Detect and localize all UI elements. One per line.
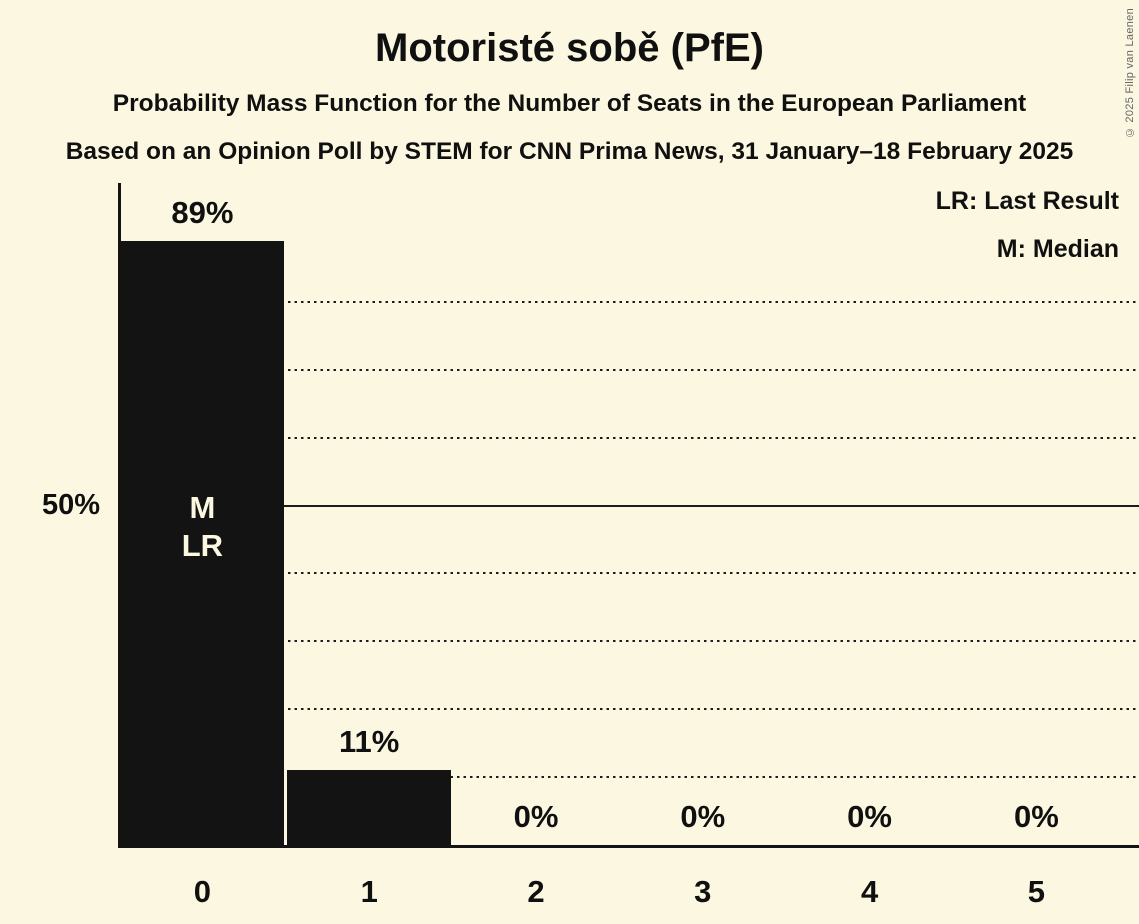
legend: LR: Last Result M: Median: [936, 177, 1119, 273]
dotted-gridline-80pct: [119, 300, 1139, 303]
x-tick-label-3: 3: [694, 874, 712, 909]
chart-title: Motoristé sobě (PfE): [375, 26, 764, 70]
copyright-notice: © 2025 Filip van Laenen: [1124, 8, 1136, 139]
bar-value-label-4: 0%: [847, 799, 892, 834]
x-axis-line: [117, 844, 1139, 848]
y-axis-50pct-label: 50%: [41, 489, 100, 521]
median-50pct-gridline: [119, 504, 1139, 507]
dotted-gridline-30pct: [119, 640, 1139, 643]
dotted-gridline-10pct: [119, 776, 1139, 779]
bar-value-label-1: 11%: [339, 724, 400, 760]
x-tick-label-4: 4: [860, 874, 879, 909]
x-tick-label-5: 5: [1027, 874, 1046, 909]
legend-median: M: Median: [996, 235, 1119, 263]
bar-value-label-0: 89%: [171, 194, 234, 230]
x-tick-label-0: 0: [193, 874, 212, 909]
bar-value-label-5: 0%: [1013, 799, 1059, 834]
chart-source-line: Based on an Opinion Poll by STEM for CNN…: [65, 138, 1074, 165]
dotted-gridline-20pct: [119, 708, 1139, 711]
y-axis-line: [117, 183, 121, 848]
x-tick-label-1: 1: [360, 874, 378, 909]
dotted-gridline-40pct: [119, 572, 1139, 575]
x-tick-label-2: 2: [527, 874, 545, 909]
chart-subtitle: Probability Mass Function for the Number…: [112, 90, 1027, 117]
dotted-gridline-70pct: [119, 368, 1139, 371]
bar-value-label-2: 0%: [513, 799, 559, 834]
bar-seats-0: [120, 240, 285, 847]
bar-value-label-3: 0%: [680, 799, 726, 834]
legend-last-result: LR: Last Result: [935, 187, 1119, 215]
median-last-result-marker: M LR: [181, 490, 224, 563]
dotted-gridline-60pct: [119, 436, 1139, 439]
bar-seats-1: [287, 770, 452, 847]
